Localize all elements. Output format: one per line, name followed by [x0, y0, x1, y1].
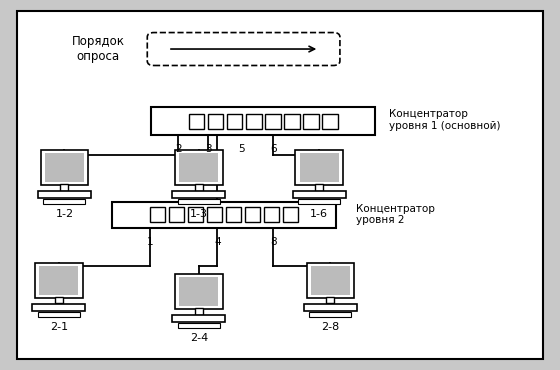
FancyBboxPatch shape — [147, 33, 340, 65]
Bar — [315, 184, 323, 191]
Bar — [179, 153, 218, 182]
Bar — [175, 150, 223, 185]
Bar — [41, 150, 88, 185]
Bar — [309, 312, 352, 317]
Bar — [265, 114, 281, 129]
Bar — [245, 207, 260, 222]
Bar — [227, 114, 242, 129]
Text: 2-1: 2-1 — [50, 322, 68, 332]
Text: 1-3: 1-3 — [190, 209, 208, 219]
Bar — [150, 207, 165, 222]
Bar — [306, 263, 354, 298]
Bar — [169, 207, 184, 222]
Bar — [298, 199, 340, 204]
Bar — [45, 153, 84, 182]
Bar — [188, 207, 203, 222]
Bar — [207, 207, 222, 222]
Bar — [304, 304, 357, 311]
Bar — [264, 207, 279, 222]
Text: Концентратор
уровня 2: Концентратор уровня 2 — [356, 204, 435, 225]
Bar — [151, 107, 375, 135]
Bar — [35, 263, 83, 298]
Bar — [246, 114, 262, 129]
Text: 2: 2 — [175, 144, 181, 154]
Text: Порядок
опроса: Порядок опроса — [72, 35, 124, 63]
Bar — [208, 114, 223, 129]
Bar — [172, 191, 225, 198]
Bar — [60, 184, 68, 191]
Bar — [32, 304, 85, 311]
Bar — [195, 308, 203, 314]
Bar — [178, 323, 220, 328]
Bar — [326, 297, 334, 303]
Text: 4: 4 — [214, 237, 221, 247]
Bar — [112, 202, 336, 228]
Bar — [283, 207, 298, 222]
Bar — [195, 184, 203, 191]
Bar — [55, 297, 63, 303]
Bar — [172, 315, 225, 322]
Bar — [179, 277, 218, 306]
Bar — [38, 191, 91, 198]
Bar — [38, 312, 80, 317]
Bar — [322, 114, 338, 129]
Text: 8: 8 — [270, 237, 277, 247]
Bar — [226, 207, 241, 222]
Text: 2-4: 2-4 — [190, 333, 208, 343]
Bar — [175, 274, 223, 309]
Text: 3: 3 — [205, 144, 212, 154]
Text: 2-8: 2-8 — [321, 322, 339, 332]
Bar — [303, 114, 319, 129]
Bar — [296, 150, 343, 185]
Text: 5: 5 — [239, 144, 245, 154]
Text: 1-6: 1-6 — [310, 209, 328, 219]
Bar — [189, 114, 204, 129]
Bar — [39, 266, 78, 295]
Bar — [292, 191, 346, 198]
Text: Концентратор
уровня 1 (основной): Концентратор уровня 1 (основной) — [389, 110, 501, 131]
Bar — [311, 266, 349, 295]
Bar — [300, 153, 338, 182]
Bar — [284, 114, 300, 129]
Text: 1: 1 — [147, 237, 153, 247]
Bar — [178, 199, 220, 204]
Bar — [44, 199, 85, 204]
Text: 1-2: 1-2 — [55, 209, 73, 219]
Text: 6: 6 — [270, 144, 277, 154]
